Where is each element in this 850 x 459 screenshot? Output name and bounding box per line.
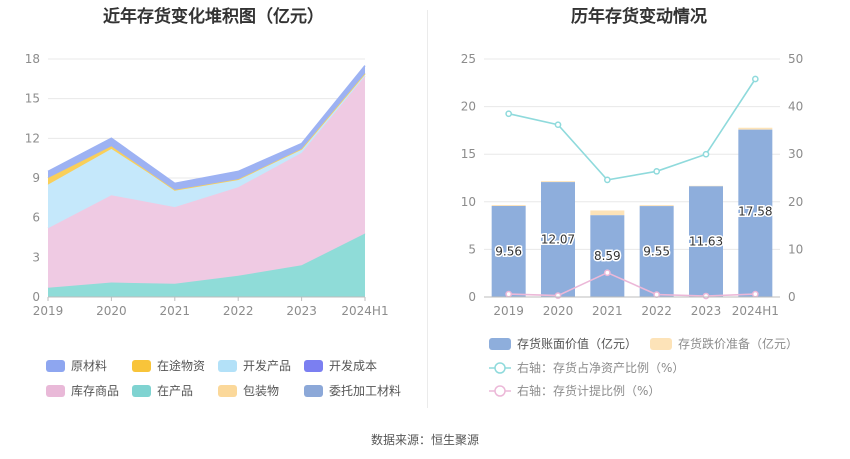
right-chart-title: 历年存货变动情况	[571, 7, 707, 27]
right-x-tick-label: 2019	[493, 304, 524, 318]
right-y-tick-label: 25	[461, 52, 476, 66]
right-y-tick-label: 10	[461, 195, 476, 209]
left-legend-label: 原材料	[71, 359, 107, 373]
left-legend-label: 库存商品	[71, 383, 119, 398]
bar-data-label: 12.07	[541, 233, 575, 247]
right-x-tick-label: 2020	[543, 304, 574, 318]
line-point-1	[603, 269, 611, 277]
right-y2-tick-label: 20	[788, 195, 803, 209]
inventory-bar	[590, 215, 625, 297]
left-legend-swatch	[218, 360, 237, 372]
left-x-tick-label: 2023	[286, 304, 317, 318]
left-legend-label: 包装物	[243, 384, 279, 398]
area-series-0	[48, 233, 365, 297]
left-y-tick-label: 15	[25, 92, 40, 106]
right-y2-tick-label: 10	[788, 242, 803, 256]
inventory-bar	[738, 129, 773, 297]
bar-data-label: 9.55	[643, 245, 670, 259]
left-chart-title: 近年存货变化堆积图（亿元）	[103, 7, 324, 27]
bar-data-label: 8.59	[594, 249, 621, 263]
right-legend-marker	[494, 362, 506, 374]
right-legend-label: 右轴：存货计提比例（%）	[517, 383, 660, 398]
panel-divider	[427, 10, 428, 408]
line-series-0	[508, 78, 756, 181]
right-x-tick-label: 2021	[592, 304, 623, 318]
right-y2-tick-label: 40	[788, 100, 803, 114]
provision-bar	[738, 127, 773, 130]
left-x-tick-label: 2019	[33, 304, 64, 318]
line-point-1	[751, 290, 759, 298]
line-series-1	[508, 271, 756, 297]
left-legend-label: 开发产品	[243, 358, 291, 373]
right-x-tick-label: 2022	[641, 304, 672, 318]
left-legend-label: 开发成本	[329, 358, 377, 373]
left-legend-swatch	[304, 360, 323, 372]
left-y-tick-label: 3	[32, 250, 40, 264]
left-legend-swatch	[218, 385, 237, 397]
right-legend-label: 存货账面价值（亿元）	[517, 336, 637, 351]
line-point-1	[653, 291, 661, 298]
left-legend-label: 在产品	[157, 384, 193, 398]
provision-bar	[639, 205, 674, 207]
left-legend-swatch	[132, 385, 151, 397]
left-legend-swatch	[132, 360, 151, 372]
right-y-tick-label: 15	[461, 147, 476, 161]
left-y-tick-label: 18	[25, 52, 40, 66]
left-legend-label: 在途物资	[157, 358, 205, 373]
left-y-tick-label: 9	[32, 171, 40, 185]
provision-bar	[541, 181, 575, 183]
line-point-0	[702, 150, 710, 158]
right-x-tick-label: 2023	[691, 304, 722, 318]
left-legend-label: 委托加工材料	[329, 384, 401, 398]
left-y-tick-label: 6	[32, 211, 40, 225]
left-y-tick-label: 0	[32, 290, 40, 304]
right-legend-marker	[494, 385, 506, 397]
right-x-tick-label: 2024H1	[732, 304, 779, 318]
left-legend-swatch	[304, 385, 323, 397]
inventory-bar	[541, 182, 575, 297]
left-x-tick-label: 2022	[223, 304, 254, 318]
right-y2-tick-label: 30	[788, 147, 803, 161]
right-legend-label: 存货跌价准备（亿元）	[678, 336, 798, 351]
inventory-bar	[491, 205, 526, 297]
right-y-tick-label: 20	[461, 100, 476, 114]
line-point-1	[505, 290, 513, 298]
data-source: 数据来源：恒生聚源	[370, 433, 479, 447]
inventory-bar	[689, 186, 723, 297]
left-legend-swatch	[46, 385, 65, 397]
right-y-tick-label: 0	[468, 290, 476, 304]
right-legend-swatch	[489, 338, 511, 350]
left-x-tick-label: 2020	[96, 304, 127, 318]
provision-bar	[590, 210, 625, 216]
right-legend-label: 右轴：存货占净资产比例（%）	[517, 360, 684, 375]
right-legend-swatch	[650, 338, 672, 350]
area-series-2	[48, 73, 365, 229]
line-point-0	[505, 110, 513, 118]
left-y-tick-label: 12	[25, 131, 40, 145]
bar-data-label: 11.63	[689, 235, 723, 249]
area-series-1	[48, 76, 365, 288]
left-legend-swatch	[46, 360, 65, 372]
line-point-0	[653, 167, 661, 175]
right-y2-tick-label: 50	[788, 52, 803, 66]
right-y-tick-label: 5	[468, 242, 476, 256]
inventory-bar	[639, 206, 674, 297]
area-line-series-4	[47, 65, 366, 185]
left-x-tick-label: 2021	[160, 304, 191, 318]
line-point-0	[751, 75, 759, 83]
left-x-tick-label: 2024H1	[341, 304, 388, 318]
provision-bar	[491, 205, 526, 206]
line-point-0	[603, 176, 611, 184]
right-y2-tick-label: 0	[788, 290, 796, 304]
line-point-0	[554, 121, 562, 129]
bar-data-label: 17.58	[738, 205, 772, 219]
line-point-1	[702, 292, 710, 300]
bar-data-label: 9.56	[495, 244, 522, 258]
